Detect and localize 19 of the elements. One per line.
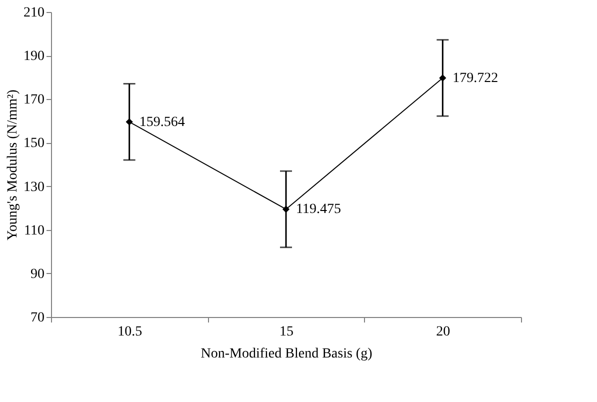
y-tick-label: 190 [24, 49, 44, 64]
data-label: 119.475 [296, 202, 341, 218]
data-label: 159.564 [139, 114, 185, 130]
y-tick-label: 170 [24, 92, 44, 108]
y-tick-label: 110 [24, 223, 44, 238]
point [126, 118, 133, 126]
x-axis-title: Non-Modified Blend Basis (g) [200, 346, 373, 362]
y-tick-label: 70 [30, 310, 44, 326]
point [282, 206, 290, 213]
x-tick-label: 20 [436, 324, 450, 340]
y-tick-label: 210 [24, 6, 44, 20]
y-axis-title: Young's Modulus (N/mm²) [6, 89, 20, 240]
y-tick-label: 90 [30, 266, 44, 282]
y-tick-label: 130 [24, 180, 44, 195]
data-label: 179.722 [452, 70, 498, 86]
point [439, 74, 446, 82]
y-tick-label: 150 [24, 136, 44, 152]
x-tick-label: 15 [280, 324, 294, 340]
x-tick-label: 10.5 [118, 324, 142, 340]
